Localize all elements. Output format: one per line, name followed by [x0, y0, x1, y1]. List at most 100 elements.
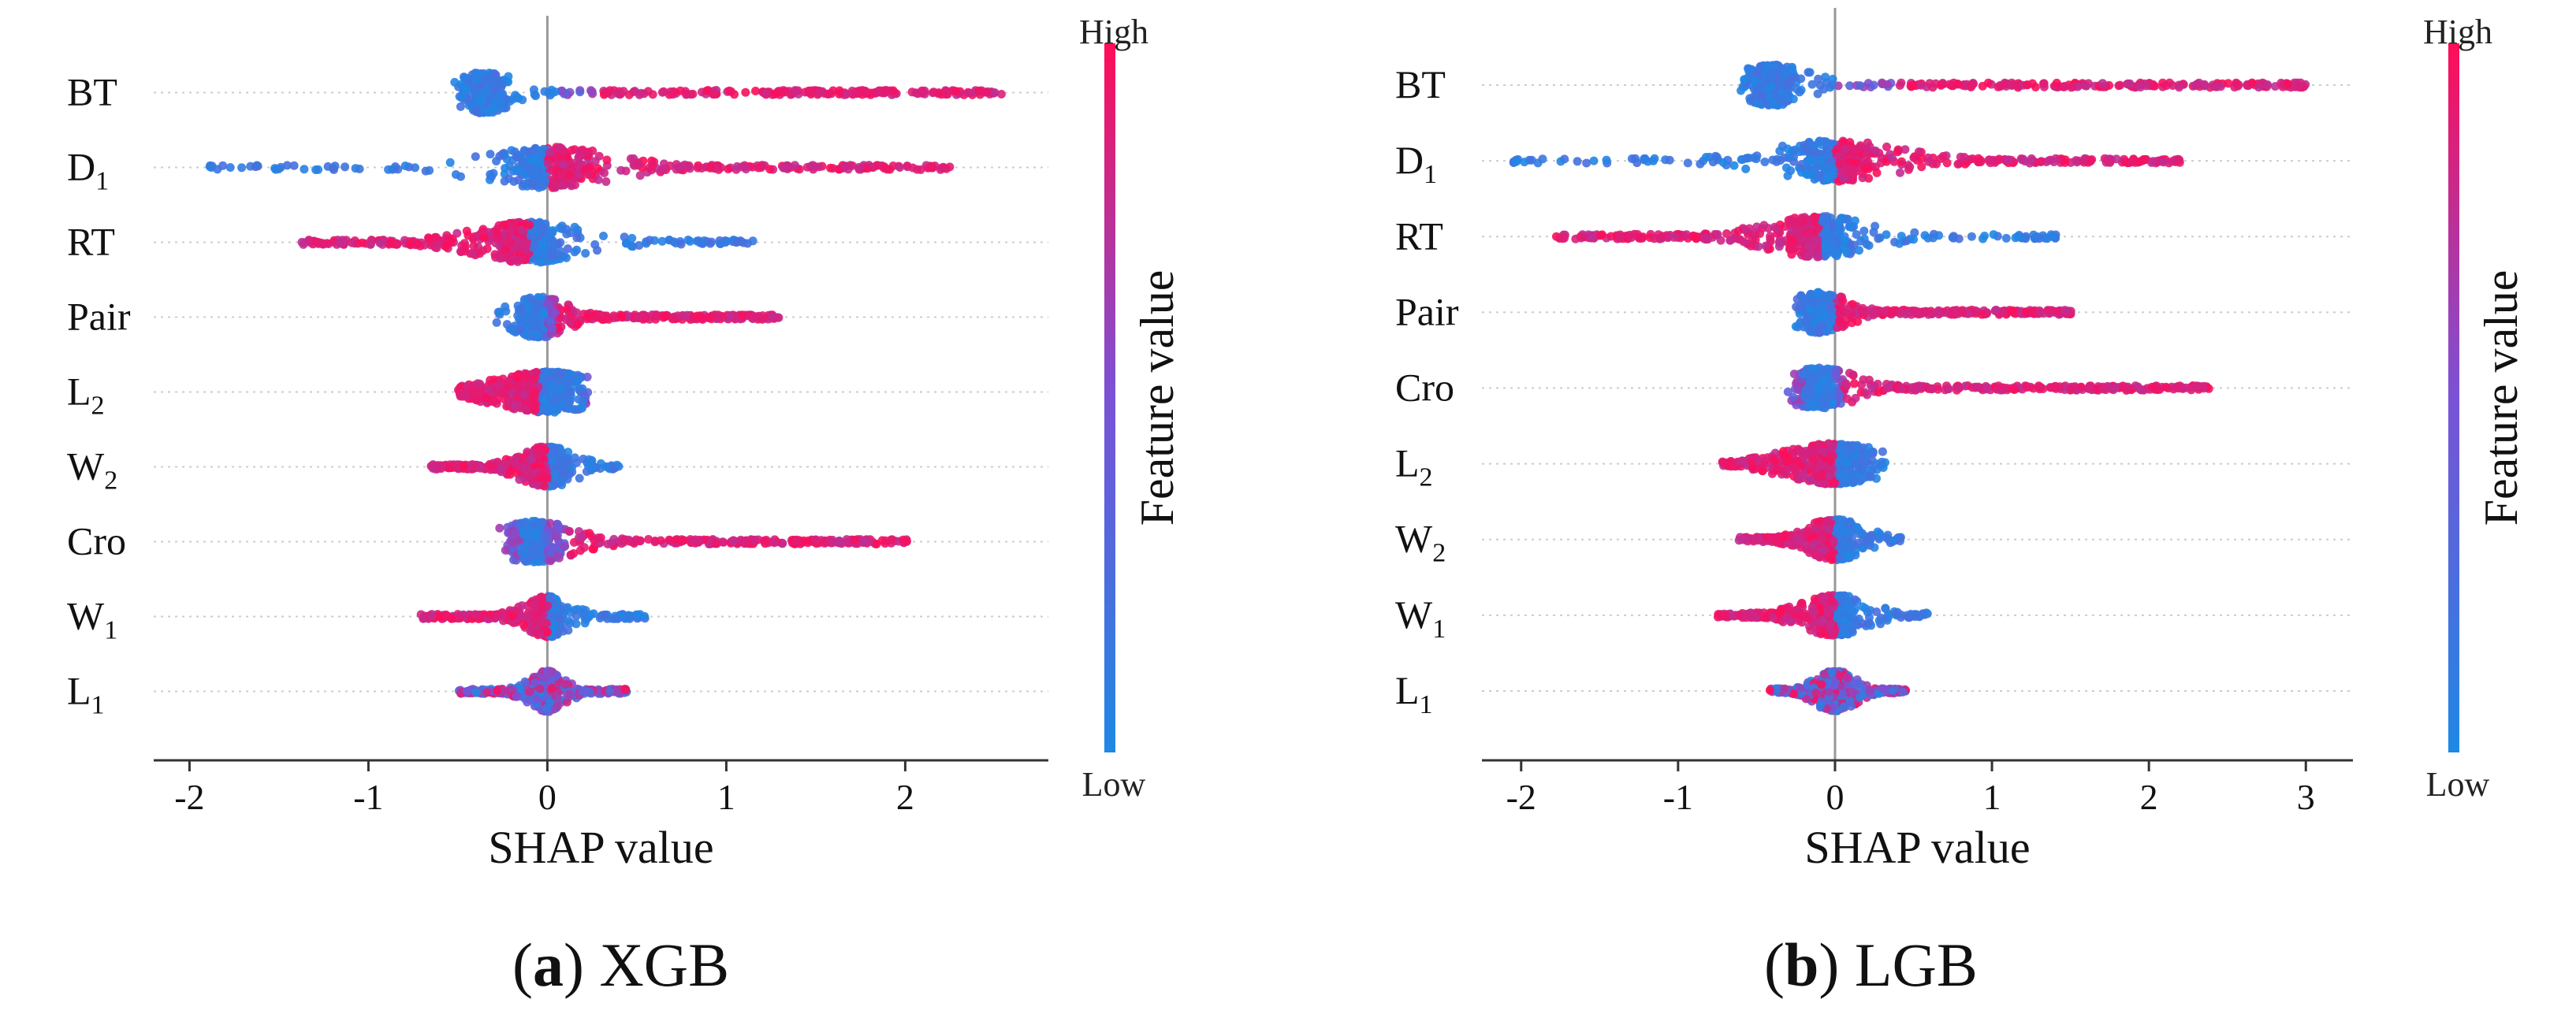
shap-point [575, 546, 585, 555]
shap-point [476, 387, 486, 396]
shap-point [507, 146, 516, 155]
shap-point [441, 242, 451, 251]
shap-point [564, 616, 573, 626]
colorbar [1104, 43, 1115, 752]
shap-point [448, 461, 457, 470]
feature-points-W2 [426, 442, 624, 491]
shap-point [996, 90, 1006, 98]
shap-point [1895, 81, 1904, 90]
shap-point [2232, 78, 2241, 87]
shap-point [489, 397, 498, 407]
shap-point [750, 537, 760, 546]
shap-point [592, 313, 601, 322]
shap-point [571, 619, 581, 629]
shap-point [698, 239, 708, 248]
feature-label-base: BT [67, 70, 117, 114]
shap-point [538, 240, 547, 249]
shap-point [1953, 80, 1963, 89]
shap-point [550, 469, 560, 478]
shap-point [556, 370, 565, 379]
shap-point [765, 165, 775, 174]
shap-point [441, 611, 450, 620]
shap-point [835, 90, 844, 98]
shap-point [300, 165, 309, 174]
shap-point [487, 172, 497, 181]
shap-point [828, 538, 838, 548]
shap-point [456, 172, 465, 181]
shap-point [567, 181, 576, 191]
shap-point [751, 87, 760, 95]
shap-point [617, 534, 627, 544]
feature-label-D1: D1 [67, 145, 109, 196]
shap-point [685, 164, 694, 173]
feature-label-L1: L1 [67, 669, 105, 720]
shap-point [520, 677, 530, 686]
shap-point [537, 595, 545, 604]
shap-point [534, 551, 543, 560]
shap-point [456, 102, 465, 111]
shap-point [366, 240, 375, 249]
shap-point [532, 628, 542, 637]
shap-point [826, 163, 835, 173]
shap-point [594, 175, 603, 184]
feature-label-subscript: 2 [91, 392, 105, 421]
shap-point [530, 173, 539, 182]
shap-point [570, 247, 579, 257]
shap-point [1845, 81, 1855, 91]
shap-point [564, 526, 574, 536]
shap-point [1744, 66, 1754, 76]
shap-point [779, 163, 788, 173]
shap-point [531, 306, 541, 315]
shap-point [575, 474, 584, 483]
feature-label-base: RT [67, 220, 115, 264]
shap-point [981, 87, 991, 97]
shap-point [530, 388, 539, 397]
shap-point [522, 241, 530, 251]
shap-point [619, 87, 628, 96]
shap-point [462, 226, 471, 236]
shap-point [808, 161, 817, 170]
shap-point [1755, 98, 1765, 108]
shap-point [768, 313, 777, 322]
shap-point [545, 556, 555, 566]
shap-point [384, 165, 393, 174]
shap-point [624, 611, 633, 620]
shap-point [1984, 78, 1993, 87]
shap-point [586, 610, 595, 619]
shap-point [521, 549, 530, 559]
shap-point [580, 619, 590, 628]
shap-point [648, 90, 657, 99]
shap-point [548, 324, 557, 333]
shap-point [531, 165, 541, 174]
feature-label-BT: BT [1395, 62, 1446, 106]
shap-point [601, 177, 611, 186]
feature-label-RT: RT [67, 220, 115, 264]
shap-point [666, 87, 675, 96]
shap-point [1936, 80, 1945, 90]
shap-point [907, 87, 917, 97]
shap-point [514, 94, 523, 103]
shap-point [485, 461, 494, 470]
shap-point [2200, 80, 2209, 89]
shap-point [916, 165, 925, 174]
feature-label-BT: BT [67, 70, 117, 114]
feature-label-subscript: 1 [95, 167, 109, 196]
shap-point [311, 165, 321, 174]
shap-point [492, 157, 501, 165]
shap-point [567, 146, 576, 155]
shap-point [2216, 82, 2225, 91]
shap-point [497, 89, 505, 98]
shap-point [251, 162, 260, 172]
shap-point [1771, 92, 1781, 102]
shap-point [494, 221, 504, 230]
shap-point [688, 89, 698, 98]
shap-point [468, 235, 478, 243]
shap-point [709, 90, 718, 99]
shap-point [486, 150, 495, 159]
shap-point [468, 249, 477, 258]
shap-point [634, 158, 643, 167]
shap-point [814, 88, 824, 98]
shap-point [2067, 83, 2076, 92]
shap-point [479, 87, 489, 96]
shap-point [648, 161, 657, 170]
